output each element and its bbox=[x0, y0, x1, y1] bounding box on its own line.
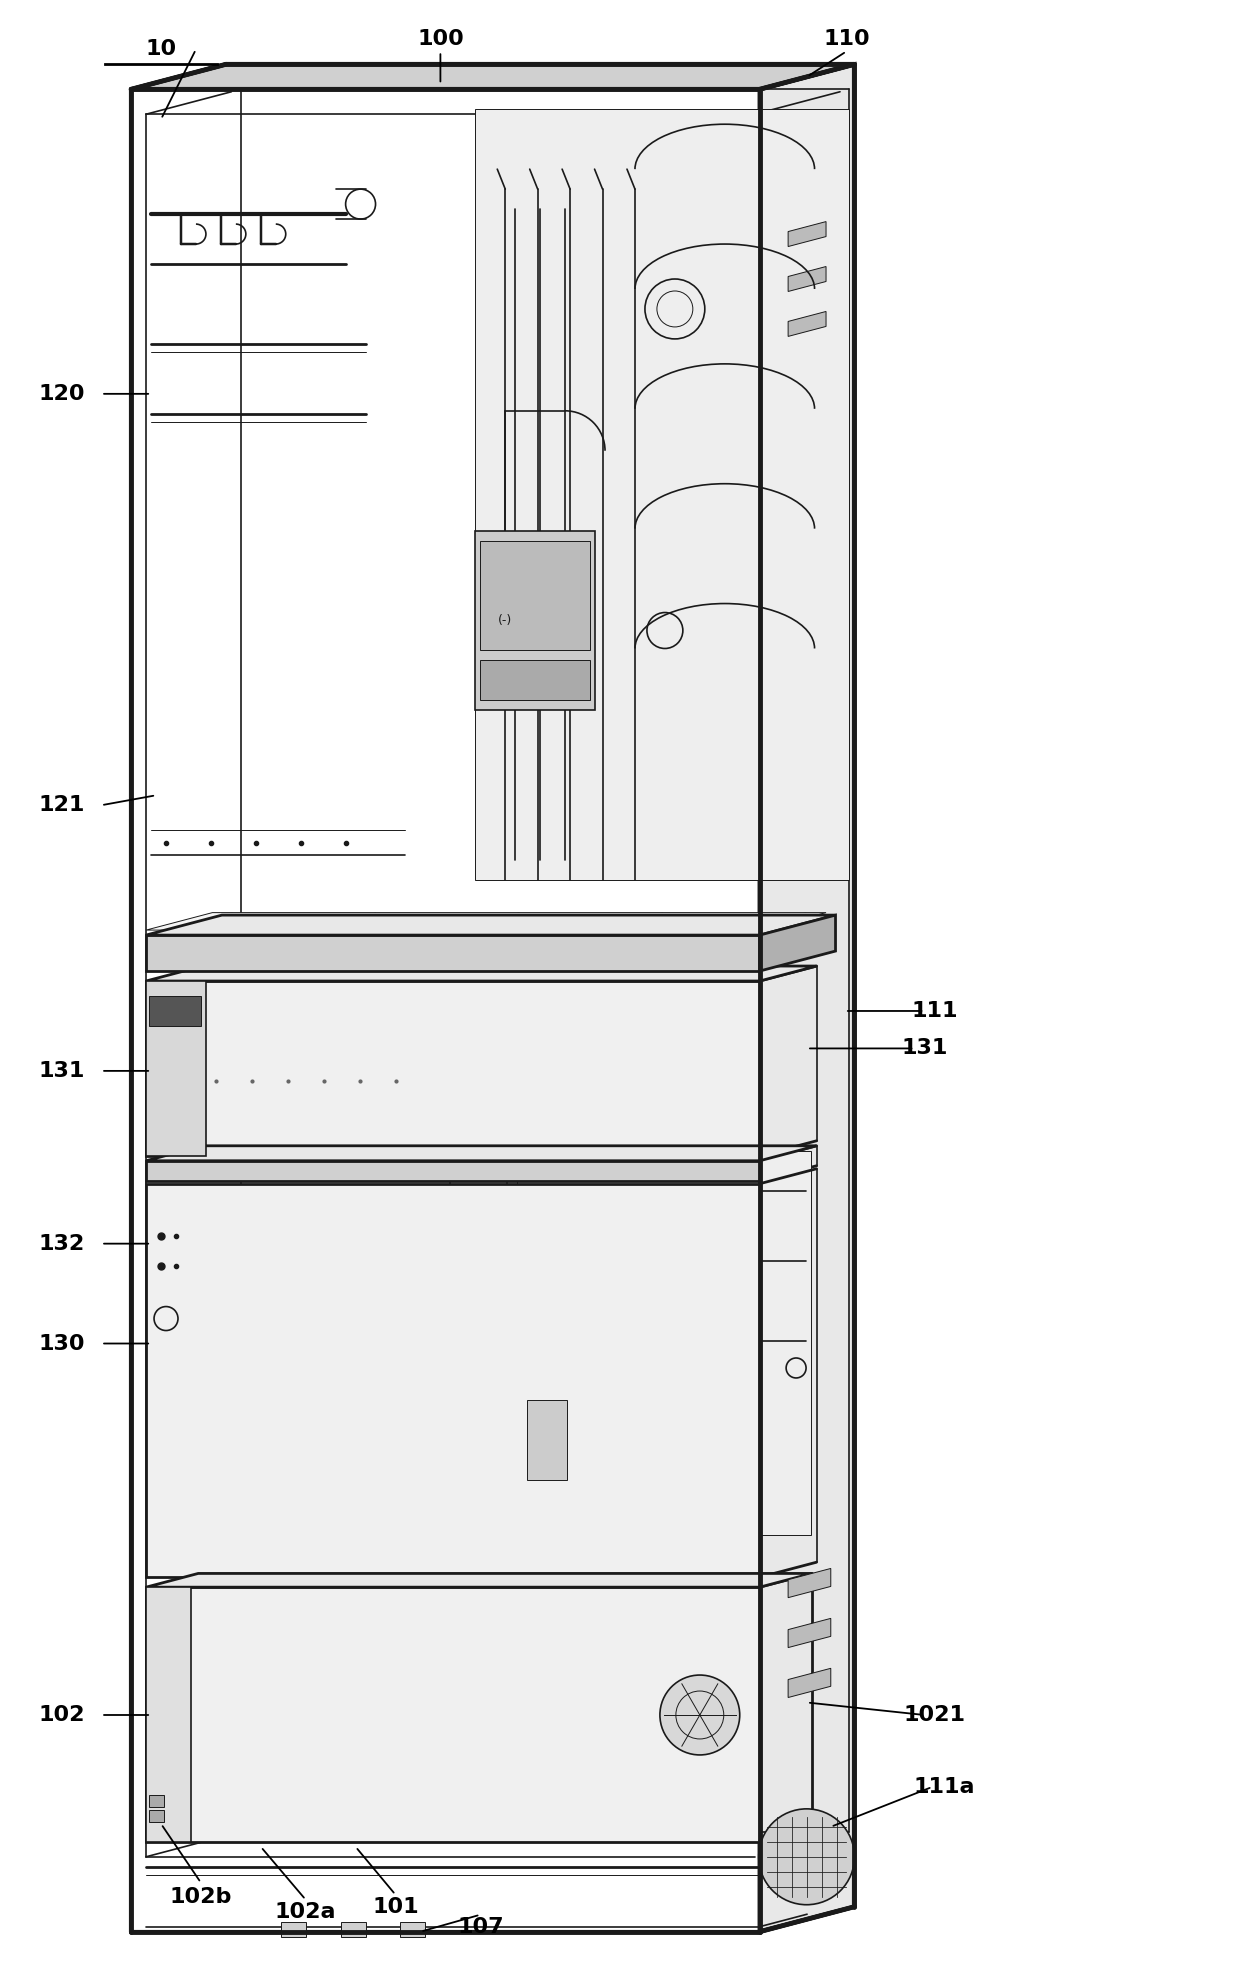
Circle shape bbox=[660, 1676, 740, 1755]
Text: 111a: 111a bbox=[914, 1777, 975, 1797]
Polygon shape bbox=[146, 1145, 817, 1161]
Text: 131: 131 bbox=[901, 1038, 947, 1058]
Polygon shape bbox=[789, 1668, 831, 1698]
Polygon shape bbox=[146, 1573, 812, 1586]
Polygon shape bbox=[149, 1795, 164, 1807]
Text: 102b: 102b bbox=[170, 1887, 232, 1906]
Polygon shape bbox=[146, 914, 836, 934]
Text: 120: 120 bbox=[38, 384, 84, 404]
Polygon shape bbox=[280, 1922, 306, 1936]
Polygon shape bbox=[149, 996, 201, 1026]
Text: 102: 102 bbox=[38, 1706, 84, 1726]
Polygon shape bbox=[789, 221, 826, 247]
Text: 100: 100 bbox=[417, 30, 464, 50]
Polygon shape bbox=[480, 541, 590, 650]
Polygon shape bbox=[341, 1922, 366, 1936]
Polygon shape bbox=[760, 64, 854, 1932]
Text: 121: 121 bbox=[38, 795, 84, 815]
Polygon shape bbox=[146, 1161, 760, 1181]
Text: 111: 111 bbox=[911, 1002, 957, 1022]
Polygon shape bbox=[146, 1586, 191, 1841]
Text: 132: 132 bbox=[38, 1235, 84, 1254]
Polygon shape bbox=[789, 1618, 831, 1648]
Polygon shape bbox=[401, 1922, 425, 1936]
Polygon shape bbox=[475, 109, 849, 881]
Text: 101: 101 bbox=[372, 1897, 419, 1916]
Polygon shape bbox=[149, 1809, 164, 1821]
Polygon shape bbox=[146, 912, 826, 930]
Polygon shape bbox=[527, 1400, 567, 1481]
Polygon shape bbox=[146, 980, 206, 1155]
Polygon shape bbox=[475, 531, 595, 710]
Text: 10: 10 bbox=[145, 40, 176, 60]
Polygon shape bbox=[480, 660, 590, 700]
Polygon shape bbox=[789, 312, 826, 336]
Text: 107: 107 bbox=[458, 1916, 503, 1936]
Polygon shape bbox=[131, 64, 854, 89]
Circle shape bbox=[759, 1809, 854, 1905]
Polygon shape bbox=[789, 266, 826, 292]
Text: 1021: 1021 bbox=[903, 1706, 965, 1726]
Text: (-): (-) bbox=[498, 614, 512, 626]
Text: 110: 110 bbox=[823, 30, 869, 50]
Polygon shape bbox=[146, 934, 760, 970]
Text: 131: 131 bbox=[38, 1062, 84, 1081]
Text: 130: 130 bbox=[38, 1334, 84, 1354]
Text: 102a: 102a bbox=[275, 1903, 336, 1922]
Polygon shape bbox=[517, 1151, 811, 1535]
Polygon shape bbox=[789, 1569, 831, 1598]
Polygon shape bbox=[760, 914, 836, 970]
Polygon shape bbox=[146, 966, 817, 980]
Polygon shape bbox=[146, 1586, 760, 1841]
Polygon shape bbox=[146, 980, 760, 1155]
Polygon shape bbox=[146, 1183, 760, 1576]
